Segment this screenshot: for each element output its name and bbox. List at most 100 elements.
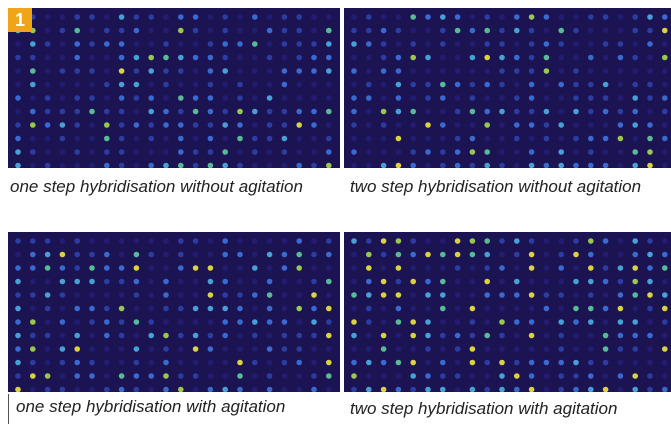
spot [425, 108, 431, 115]
spot [543, 108, 550, 115]
spot [222, 332, 228, 339]
spot [296, 292, 303, 298]
spot [499, 95, 505, 101]
spot [351, 359, 357, 366]
spot [148, 81, 154, 88]
spot [662, 135, 668, 142]
spot [59, 27, 66, 34]
spot [74, 319, 80, 325]
spot [617, 27, 624, 34]
spot [543, 95, 550, 101]
spot [543, 373, 550, 379]
spot [252, 305, 258, 312]
spot [89, 278, 95, 285]
spot [617, 319, 624, 325]
spot [558, 319, 564, 325]
spot [528, 359, 535, 366]
spot [207, 54, 214, 61]
spot [469, 251, 476, 258]
spot [454, 251, 461, 258]
spot [74, 149, 80, 155]
spot [425, 149, 431, 155]
spot [558, 265, 564, 271]
spot [74, 122, 80, 128]
spot [207, 27, 214, 34]
spot [440, 238, 446, 244]
spot [351, 251, 357, 258]
spot [163, 27, 169, 34]
spot [311, 149, 317, 155]
spot [647, 149, 653, 155]
spot [647, 14, 653, 20]
spot [266, 122, 273, 128]
spot [380, 251, 387, 258]
spot [281, 95, 288, 101]
spot [326, 27, 332, 34]
spot [266, 292, 273, 298]
spot [662, 81, 668, 88]
spot [207, 319, 214, 325]
spot [647, 54, 653, 61]
spot [118, 265, 125, 271]
spot [351, 332, 357, 339]
microarray-image [344, 232, 671, 392]
spot [237, 68, 243, 74]
spot [425, 54, 431, 61]
spot [311, 27, 317, 34]
spot [514, 346, 520, 352]
spot [617, 346, 624, 352]
spot [528, 332, 535, 339]
spot [454, 373, 461, 379]
spot [59, 81, 66, 88]
spot [133, 319, 140, 325]
spot [237, 359, 243, 366]
spot [296, 27, 303, 34]
spot [528, 108, 535, 115]
spot [647, 319, 653, 325]
spot [252, 386, 258, 392]
spot [118, 68, 125, 74]
spot [410, 319, 416, 325]
spot [133, 68, 140, 74]
spot [514, 238, 520, 244]
spot [163, 122, 169, 128]
spot [266, 319, 273, 325]
spot [222, 41, 228, 47]
spot [425, 135, 431, 142]
spot [632, 278, 638, 285]
spot [410, 41, 416, 47]
spot [237, 95, 243, 101]
spot [178, 238, 184, 244]
spot [602, 135, 609, 142]
spot [454, 386, 461, 392]
spot [133, 386, 140, 392]
spot [602, 251, 609, 258]
spot [410, 373, 416, 379]
spot [207, 292, 214, 298]
spot [311, 292, 317, 298]
spot [632, 305, 638, 312]
spot [588, 108, 594, 115]
spot [326, 149, 332, 155]
spot [366, 346, 372, 352]
spot [440, 386, 446, 392]
spot [351, 54, 357, 61]
spot [104, 135, 110, 142]
array-background [8, 8, 340, 168]
spot [89, 359, 95, 366]
spot [222, 292, 228, 298]
spot [543, 81, 550, 88]
spot [514, 41, 520, 47]
spot [440, 68, 446, 74]
spot [617, 68, 624, 74]
spot [237, 27, 243, 34]
spot [326, 373, 332, 379]
spot [573, 135, 579, 142]
spot [74, 332, 80, 339]
spot [89, 108, 95, 115]
spot [617, 95, 624, 101]
spot [89, 68, 95, 74]
spot [469, 81, 476, 88]
spot [484, 81, 490, 88]
spot [484, 238, 490, 244]
